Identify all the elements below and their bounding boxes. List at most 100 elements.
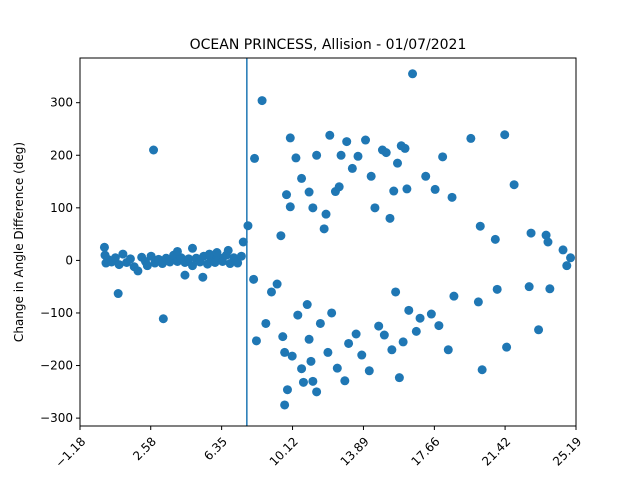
scatter-point — [243, 221, 253, 231]
scatter-point — [287, 351, 297, 361]
x-tick-label: 10.12 — [267, 434, 301, 468]
scatter-point — [447, 192, 457, 202]
y-axis-label: Change in Angle Difference (deg) — [12, 142, 26, 342]
y-tick-label: 100 — [50, 201, 73, 215]
scatter-point — [233, 258, 243, 268]
scatter-point — [280, 400, 290, 410]
scatter-point — [236, 251, 246, 261]
chart-title: OCEAN PRINCESS, Allision - 01/07/2021 — [190, 37, 467, 53]
scatter-point — [402, 184, 412, 194]
scatter-point — [302, 300, 312, 310]
scatter-point — [266, 287, 276, 297]
scatter-point — [110, 253, 120, 263]
scatter-point — [490, 234, 500, 244]
scatter-point — [336, 150, 346, 160]
scatter-point — [370, 203, 380, 213]
plot-frame — [79, 57, 577, 427]
scatter-point — [113, 289, 123, 299]
scatter-point — [475, 221, 485, 231]
scatter-point — [398, 337, 408, 347]
scatter-point — [566, 253, 576, 263]
scatter-point — [430, 184, 440, 194]
scatter-point — [125, 254, 135, 264]
y-axis-ticks: −300 −200 −100 0 100 200 300 — [40, 96, 80, 425]
scatter-point — [415, 313, 425, 323]
scatter-point — [319, 224, 329, 234]
scatter-point — [502, 342, 512, 352]
scatter-point — [312, 150, 322, 160]
scatter-point — [172, 246, 182, 256]
scatter-point — [312, 387, 322, 397]
scatter-point — [99, 242, 109, 252]
scatter-point — [394, 373, 404, 383]
scatter-point — [184, 254, 194, 264]
y-tick-label: −100 — [40, 306, 73, 320]
scatter-point — [198, 272, 208, 282]
scatter-point — [347, 163, 357, 173]
scatter-point — [400, 143, 410, 153]
scatter-point — [298, 377, 308, 387]
scatter-point — [340, 376, 350, 386]
scatter-point — [374, 321, 384, 331]
scatter-point — [280, 347, 290, 357]
x-tick-label: 25.19 — [550, 434, 584, 468]
scatter-point — [509, 180, 519, 190]
scatter-point — [466, 133, 476, 143]
scatter-point — [344, 338, 354, 348]
scatter-point — [543, 237, 553, 247]
scatter-point — [285, 202, 295, 212]
scatter-point — [146, 251, 156, 261]
scatter-point — [342, 137, 352, 147]
scatter-point — [118, 249, 128, 259]
scatter-point — [385, 213, 395, 223]
scatter-point — [204, 249, 214, 259]
scatter-point — [381, 148, 391, 158]
x-tick-label: −1.18 — [52, 434, 88, 470]
scatter-point — [285, 133, 295, 143]
scatter-point — [293, 310, 303, 320]
scatter-point — [306, 356, 316, 366]
scatter-point — [321, 209, 331, 219]
scatter-point — [426, 309, 436, 319]
x-tick-label: 21.42 — [479, 434, 513, 468]
scatter-point — [434, 321, 444, 331]
scatter-point — [492, 284, 502, 294]
scatter-point — [387, 345, 397, 355]
scatter-point — [524, 282, 534, 292]
x-tick-label: 6.35 — [201, 434, 230, 463]
scatter-point — [361, 135, 371, 145]
scatter-point — [308, 376, 318, 386]
scatter-point — [500, 130, 510, 140]
x-tick-label: 2.58 — [130, 434, 159, 463]
scatter-point — [304, 334, 314, 344]
scatter-point — [477, 365, 487, 375]
scatter-point — [421, 171, 431, 181]
x-tick-label: 17.66 — [409, 434, 443, 468]
scatter-point — [180, 270, 190, 280]
scatter-point — [325, 130, 335, 140]
scatter-point — [351, 329, 361, 339]
y-tick-label: −300 — [40, 411, 73, 425]
scatter-point — [393, 158, 403, 168]
scatter-point — [212, 248, 222, 258]
y-tick-label: 200 — [50, 148, 73, 162]
scatter-point — [473, 297, 483, 307]
scatter-point — [142, 261, 152, 271]
scatter-point — [149, 145, 159, 155]
scatter-point — [133, 266, 143, 276]
scatter-point — [391, 287, 401, 297]
scatter-point — [238, 237, 248, 247]
scatter-point — [411, 326, 421, 336]
scatter-point — [443, 345, 453, 355]
scatter-point — [272, 279, 282, 289]
scatter-point — [250, 153, 260, 163]
scatter-point — [304, 187, 314, 197]
scatter-point — [315, 318, 325, 328]
scatter-point — [332, 363, 342, 373]
y-tick-label: 300 — [50, 96, 73, 110]
scatter-point — [408, 69, 418, 79]
scatter-point — [357, 350, 367, 360]
scatter-point — [187, 243, 197, 253]
scatter-point — [282, 385, 292, 395]
